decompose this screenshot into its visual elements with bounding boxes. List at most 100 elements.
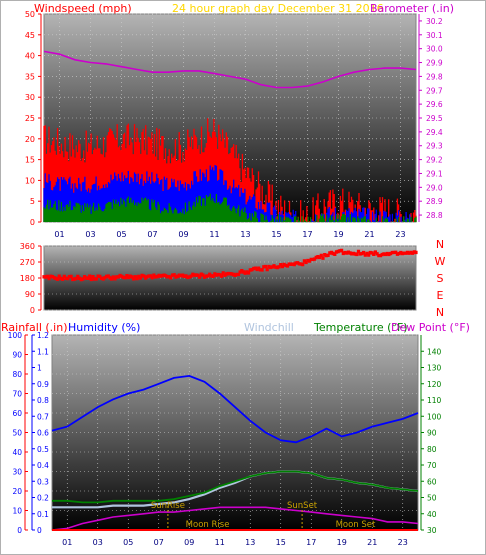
wind-direction-chart: 0 90 180 270 360 bbox=[20, 242, 418, 315]
barometer-tick-label: 29.3 bbox=[426, 142, 443, 151]
direction-tick-label: 0 bbox=[30, 306, 35, 315]
humidity-tick-label: 0 bbox=[17, 526, 22, 535]
wind-x-tick-label: 21 bbox=[364, 230, 374, 239]
humidity-tick-label: 70 bbox=[12, 390, 22, 399]
barometer-tick-label: 29.5 bbox=[426, 114, 443, 123]
rain-tick-label: 0 bbox=[37, 526, 42, 535]
rain-tick-label: 0.1 bbox=[37, 510, 49, 519]
wind-x-tick-label: 11 bbox=[209, 230, 219, 239]
rainfall-axis-title: Rainfall (.in) bbox=[1, 321, 68, 334]
barometer-tick-label: 30.2 bbox=[426, 17, 443, 26]
windspeed-tick-label: 25 bbox=[25, 114, 35, 123]
temperature-tick-label: 130 bbox=[427, 364, 442, 373]
chart-subtitle: 24 hour graph day December 31 2016 bbox=[172, 2, 384, 15]
temperature-series bbox=[52, 470, 419, 504]
windspeed-tick-label: 5 bbox=[30, 197, 35, 206]
wind-x-tick-label: 01 bbox=[54, 230, 64, 239]
direction-tick-label: 90 bbox=[25, 290, 35, 299]
humidity-tick-label: 100 bbox=[8, 331, 23, 340]
temperature-x-tick-label: 09 bbox=[184, 538, 194, 547]
barometer-tick-label: 29.2 bbox=[426, 156, 443, 165]
wind-barometer-chart: 0510152025303540455028.828.929.029.129.2… bbox=[25, 10, 443, 239]
temperature-tick-label: 110 bbox=[427, 396, 442, 405]
rain-tick-label: 0.4 bbox=[37, 461, 49, 470]
temperature-x-tick-label: 23 bbox=[398, 538, 408, 547]
temperature-tick-label: 100 bbox=[427, 412, 442, 421]
wind-x-tick-label: 07 bbox=[147, 230, 157, 239]
barometer-tick-label: 29.6 bbox=[426, 100, 443, 109]
wind-x-tick-label: 19 bbox=[333, 230, 343, 239]
temp-humidity-chart: 010203040506070809010000.10.20.30.40.50.… bbox=[8, 331, 442, 547]
wind-x-tick-label: 09 bbox=[178, 230, 188, 239]
barometer-tick-label: 29.9 bbox=[426, 59, 443, 68]
windspeed-tick-label: 50 bbox=[25, 10, 35, 19]
humidity-tick-label: 80 bbox=[12, 370, 22, 379]
temperature-x-tick-label: 11 bbox=[215, 538, 225, 547]
wind-x-tick-label: 05 bbox=[116, 230, 126, 239]
temperature-x-tick-label: 05 bbox=[123, 538, 133, 547]
direction-letter: E bbox=[437, 289, 444, 302]
direction-tick-label: 360 bbox=[20, 242, 35, 251]
direction-letter: N bbox=[436, 238, 444, 251]
temperature-tick-label: 90 bbox=[427, 429, 437, 438]
sunrise-label: SunRise bbox=[151, 501, 185, 511]
rain-tick-label: 0.6 bbox=[37, 429, 49, 438]
windchill-legend: Windchill bbox=[244, 321, 294, 334]
windspeed-tick-label: 10 bbox=[25, 176, 35, 185]
wind-x-tick-label: 23 bbox=[395, 230, 405, 239]
sunset-label: SunSet bbox=[287, 501, 318, 511]
direction-letter: W bbox=[435, 255, 446, 268]
temperature-x-tick-label: 01 bbox=[62, 538, 72, 547]
moonrise-label: Moon Rise bbox=[186, 520, 230, 530]
rain-tick-label: 0.3 bbox=[37, 477, 49, 486]
direction-tick-label: 180 bbox=[20, 274, 35, 283]
humidity-tick-label: 50 bbox=[12, 429, 22, 438]
temperature-x-tick-label: 15 bbox=[276, 538, 286, 547]
barometer-axis-title: Barometer (.in) bbox=[370, 2, 454, 15]
temperature-tick-label: 60 bbox=[427, 477, 437, 486]
windspeed-tick-label: 45 bbox=[25, 31, 35, 40]
rain-tick-label: 0.5 bbox=[37, 445, 49, 454]
direction-tick-label: 270 bbox=[20, 258, 35, 267]
barometer-tick-label: 30.0 bbox=[426, 45, 443, 54]
humidity-axis-title: Humidity (%) bbox=[68, 321, 141, 334]
direction-letter: S bbox=[437, 272, 444, 285]
dewpoint-series bbox=[51, 506, 419, 531]
direction-letter: N bbox=[436, 306, 444, 319]
temperature-x-tick-label: 21 bbox=[367, 538, 377, 547]
wind-low-series bbox=[43, 193, 417, 222]
barometer-tick-label: 29.7 bbox=[426, 86, 443, 95]
humidity-series bbox=[51, 374, 419, 444]
barometer-tick-label: 30.1 bbox=[426, 31, 443, 40]
temperature-axis-title: Temperature (°F) bbox=[314, 321, 408, 334]
barometer-tick-label: 28.9 bbox=[426, 197, 443, 206]
temperature-tick-label: 70 bbox=[427, 461, 437, 470]
barometer-tick-label: 28.8 bbox=[426, 211, 443, 220]
rain-tick-label: 0.7 bbox=[37, 412, 49, 421]
temperature-tick-label: 50 bbox=[427, 494, 437, 503]
rain-tick-label: 1 bbox=[37, 364, 42, 373]
temperature-x-tick-label: 07 bbox=[154, 538, 164, 547]
temperature-x-tick-label: 13 bbox=[245, 538, 255, 547]
humidity-tick-label: 90 bbox=[12, 351, 22, 360]
rain-tick-label: 1.2 bbox=[37, 331, 49, 340]
wind-x-tick-label: 15 bbox=[271, 230, 281, 239]
temperature-tick-label: 120 bbox=[427, 380, 442, 389]
barometer-tick-label: 29.0 bbox=[426, 183, 443, 192]
humidity-tick-label: 60 bbox=[12, 409, 22, 418]
dewpoint-legend: Dew Point (°F) bbox=[391, 321, 470, 334]
humidity-tick-label: 30 bbox=[12, 468, 22, 477]
rain-tick-label: 0.8 bbox=[37, 396, 49, 405]
rain-tick-label: 0.2 bbox=[37, 494, 49, 503]
windspeed-tick-label: 30 bbox=[25, 93, 35, 102]
temperature-x-tick-label: 17 bbox=[306, 538, 316, 547]
barometer-series bbox=[43, 50, 417, 89]
humidity-tick-label: 40 bbox=[12, 448, 22, 457]
wind-x-tick-label: 13 bbox=[240, 230, 250, 239]
barometer-tick-label: 29.1 bbox=[426, 169, 443, 178]
windspeed-tick-label: 0 bbox=[30, 218, 35, 227]
windspeed-tick-label: 40 bbox=[25, 52, 35, 61]
windspeed-axis-title: Windspeed (mph) bbox=[34, 2, 132, 15]
